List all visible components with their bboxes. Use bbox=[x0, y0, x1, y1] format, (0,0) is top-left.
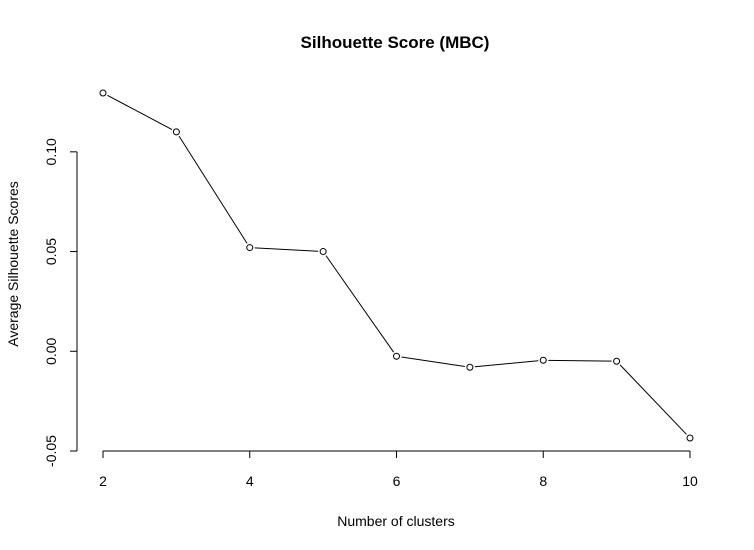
x-axis: 2 4 6 8 10 bbox=[99, 450, 698, 489]
x-tick-label: 10 bbox=[682, 473, 698, 489]
series-segment bbox=[325, 255, 395, 353]
series-segment bbox=[178, 135, 248, 244]
data-point bbox=[246, 244, 254, 252]
series-segment bbox=[401, 356, 466, 367]
data-point bbox=[99, 89, 107, 97]
data-point bbox=[466, 363, 474, 371]
data-point bbox=[613, 357, 621, 365]
series-segment bbox=[619, 364, 687, 435]
x-tick-label: 2 bbox=[99, 473, 107, 489]
series-segment bbox=[107, 94, 173, 130]
x-axis-label: Number of clusters bbox=[337, 513, 454, 529]
y-tick-label: -0.05 bbox=[43, 435, 59, 467]
y-axis: -0.05 0.00 0.05 0.10 bbox=[43, 138, 78, 467]
data-point bbox=[393, 352, 400, 360]
series-silhouette bbox=[99, 89, 694, 442]
y-tick-label: 0.05 bbox=[43, 238, 59, 265]
y-axis-label: Average Silhouette Scores bbox=[5, 181, 21, 347]
series-segment bbox=[254, 247, 319, 252]
data-point bbox=[172, 128, 180, 136]
data-point bbox=[686, 434, 694, 442]
x-tick-label: 4 bbox=[246, 473, 254, 489]
series-segment bbox=[548, 359, 612, 362]
data-point bbox=[539, 356, 547, 364]
x-tick-label: 8 bbox=[539, 473, 547, 489]
y-tick-label: 0.10 bbox=[43, 138, 59, 165]
y-tick-label: 0.00 bbox=[43, 337, 59, 364]
data-point bbox=[319, 248, 327, 256]
x-tick-label: 6 bbox=[393, 473, 401, 489]
chart-title: Silhouette Score (MBC) bbox=[301, 33, 490, 52]
series-segment bbox=[474, 360, 539, 368]
